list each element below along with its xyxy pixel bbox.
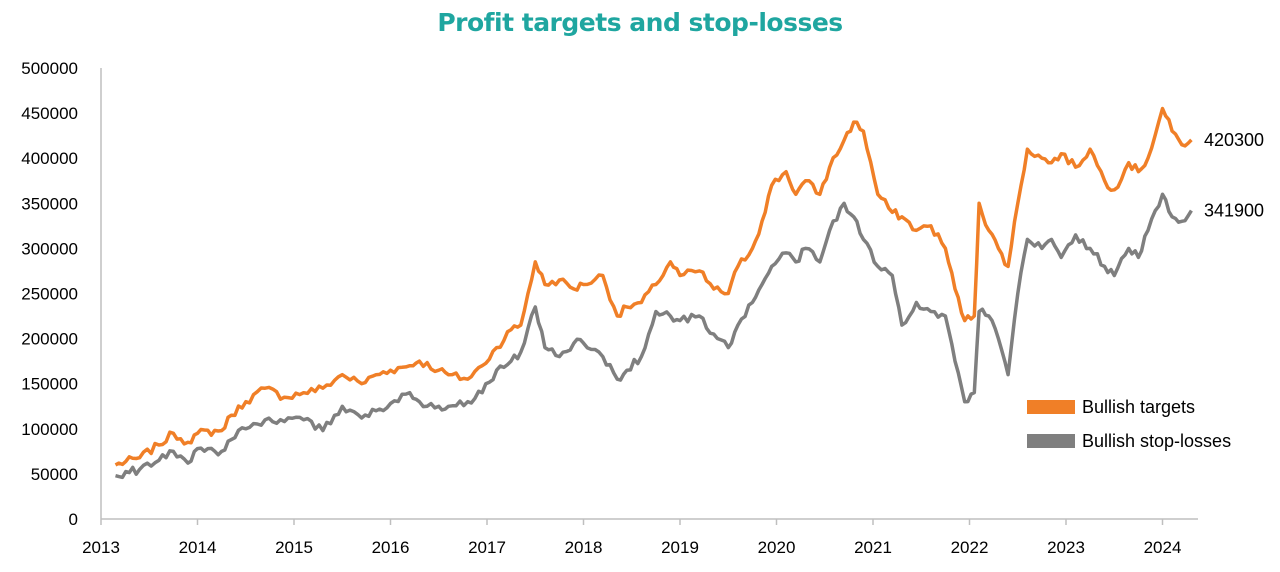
y-tick-label: 50000: [31, 465, 78, 484]
end-value-label: 420300: [1204, 130, 1264, 150]
x-tick-label: 2014: [179, 538, 217, 557]
x-tick-label: 2017: [468, 538, 506, 557]
legend-label: Bullish stop-losses: [1082, 431, 1231, 451]
x-tick-label: 2024: [1144, 538, 1182, 557]
x-tick-label: 2023: [1047, 538, 1085, 557]
end-value-label: 341900: [1204, 201, 1264, 221]
x-tick-label: 2021: [854, 538, 892, 557]
x-tick-label: 2020: [758, 538, 796, 557]
chart-title: Profit targets and stop-losses: [437, 8, 843, 37]
legend-label: Bullish targets: [1082, 397, 1195, 417]
axes: 0 50000 100000 150000 200000 250000 300000 3500…: [21, 59, 1198, 557]
y-tick-label: 300000: [21, 239, 78, 258]
y-tick-label: 100000: [21, 420, 78, 439]
labels-layer: 420300 341900: [1204, 130, 1264, 221]
y-tick-label: 500000: [21, 59, 78, 78]
x-tick-label: 2013: [82, 538, 120, 557]
x-tick-label: 2018: [565, 538, 603, 557]
y-tick-label: 350000: [21, 194, 78, 213]
series-line-bullish-stop-losses: [115, 192, 1193, 480]
y-tick-label: 200000: [21, 330, 78, 349]
y-tick-label: 150000: [21, 375, 78, 394]
x-tick-label: 2019: [661, 538, 699, 557]
series-layer: [114, 106, 1193, 480]
y-tick-label: 0: [69, 510, 78, 529]
x-tick-label: 2022: [951, 538, 989, 557]
y-tick-label: 400000: [21, 149, 78, 168]
y-tick-label: 450000: [21, 104, 78, 123]
legend: Bullish targets Bullish stop-losses: [1027, 397, 1231, 451]
y-tick-label: 250000: [21, 285, 78, 304]
x-tick-label: 2016: [372, 538, 410, 557]
series-line-bullish-targets: [114, 106, 1193, 467]
x-tick-label: 2015: [275, 538, 313, 557]
